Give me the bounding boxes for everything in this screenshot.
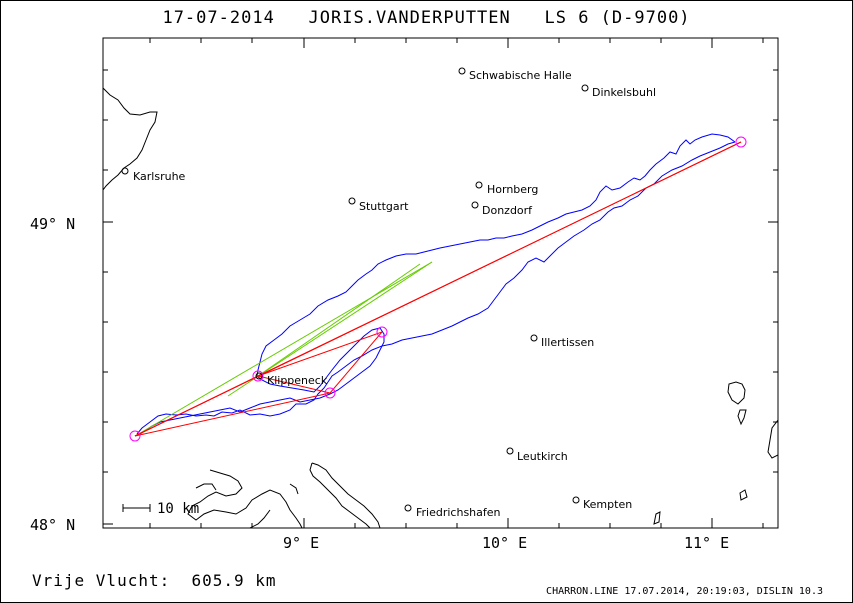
city-karlsruhe[interactable]: Karlsruhe <box>121 167 186 183</box>
distance-value: 605.9 km <box>191 571 277 590</box>
turnpoint-start[interactable] <box>129 430 141 442</box>
lat-label-49: 49° N <box>30 215 75 233</box>
svg-text:Friedrichshafen: Friedrichshafen <box>416 506 501 519</box>
svg-text:Leutkirch: Leutkirch <box>517 450 568 463</box>
svg-text:Hornberg: Hornberg <box>487 183 538 196</box>
turnpoint-east[interactable] <box>735 136 747 148</box>
svg-text:Karlsruhe: Karlsruhe <box>133 170 186 183</box>
city-illertissen[interactable]: Illertissen <box>530 334 594 349</box>
svg-text:Dinkelsbuhl: Dinkelsbuhl <box>592 86 656 99</box>
map-plot-area <box>102 37 779 529</box>
city-hornberg[interactable]: Hornberg <box>475 181 538 196</box>
glider-name: LS 6 (D-9700) <box>544 8 691 28</box>
svg-text:Klippeneck: Klippeneck <box>267 374 328 387</box>
city-friedrichshafen[interactable]: Friedrichshafen <box>404 504 501 519</box>
lon-label-9: 9° E <box>283 534 319 552</box>
svg-text:Kempten: Kempten <box>583 498 632 511</box>
lat-label-48: 48° N <box>30 516 75 534</box>
coastlines <box>103 87 778 528</box>
city-schwabische-halle[interactable]: Schwabische Halle <box>458 67 572 82</box>
scale-bar: 10 km <box>122 501 199 517</box>
turnpoint-north[interactable] <box>376 326 388 338</box>
flight-date: 17-07-2014 <box>162 8 275 28</box>
city-stuttgart[interactable]: Stuttgart <box>348 197 409 213</box>
distance-readout: Vrije Vlucht: 605.9 km <box>32 571 277 590</box>
alternate-task-lines <box>134 261 433 437</box>
svg-text:Donzdorf: Donzdorf <box>482 204 533 217</box>
page-title: 17-07-2014 JORIS.VANDERPUTTEN LS 6 (D-97… <box>0 8 853 28</box>
city-leutkirch[interactable]: Leutkirch <box>506 447 568 463</box>
credit-line: CHARRON.LINE 17.07.2014, 20:19:03, DISLI… <box>546 586 823 597</box>
pilot-name: JORIS.VANDERPUTTEN <box>308 8 511 28</box>
distance-label: Vrije Vlucht: <box>32 571 171 590</box>
svg-text:Illertissen: Illertissen <box>541 336 594 349</box>
svg-text:Schwabische Halle: Schwabische Halle <box>469 69 572 82</box>
turnpoints <box>129 136 747 442</box>
city-kempten[interactable]: Kempten <box>572 496 632 511</box>
axis-ticks <box>103 38 778 528</box>
city-klippeneck[interactable]: Klippeneck <box>255 372 328 387</box>
scale-bar-label: 10 km <box>157 501 199 517</box>
task-lines <box>134 141 742 437</box>
city-dinkelsbuhl[interactable]: Dinkelsbuhl <box>581 84 656 99</box>
lon-label-10: 10° E <box>482 534 527 552</box>
flight-track <box>134 133 736 437</box>
city-donzdorf[interactable]: Donzdorf <box>471 201 533 217</box>
turnpoint-klippeneck[interactable] <box>252 370 264 382</box>
lon-label-11: 11° E <box>684 534 729 552</box>
svg-text:Stuttgart: Stuttgart <box>359 200 409 213</box>
turnpoint-south[interactable] <box>324 387 336 399</box>
